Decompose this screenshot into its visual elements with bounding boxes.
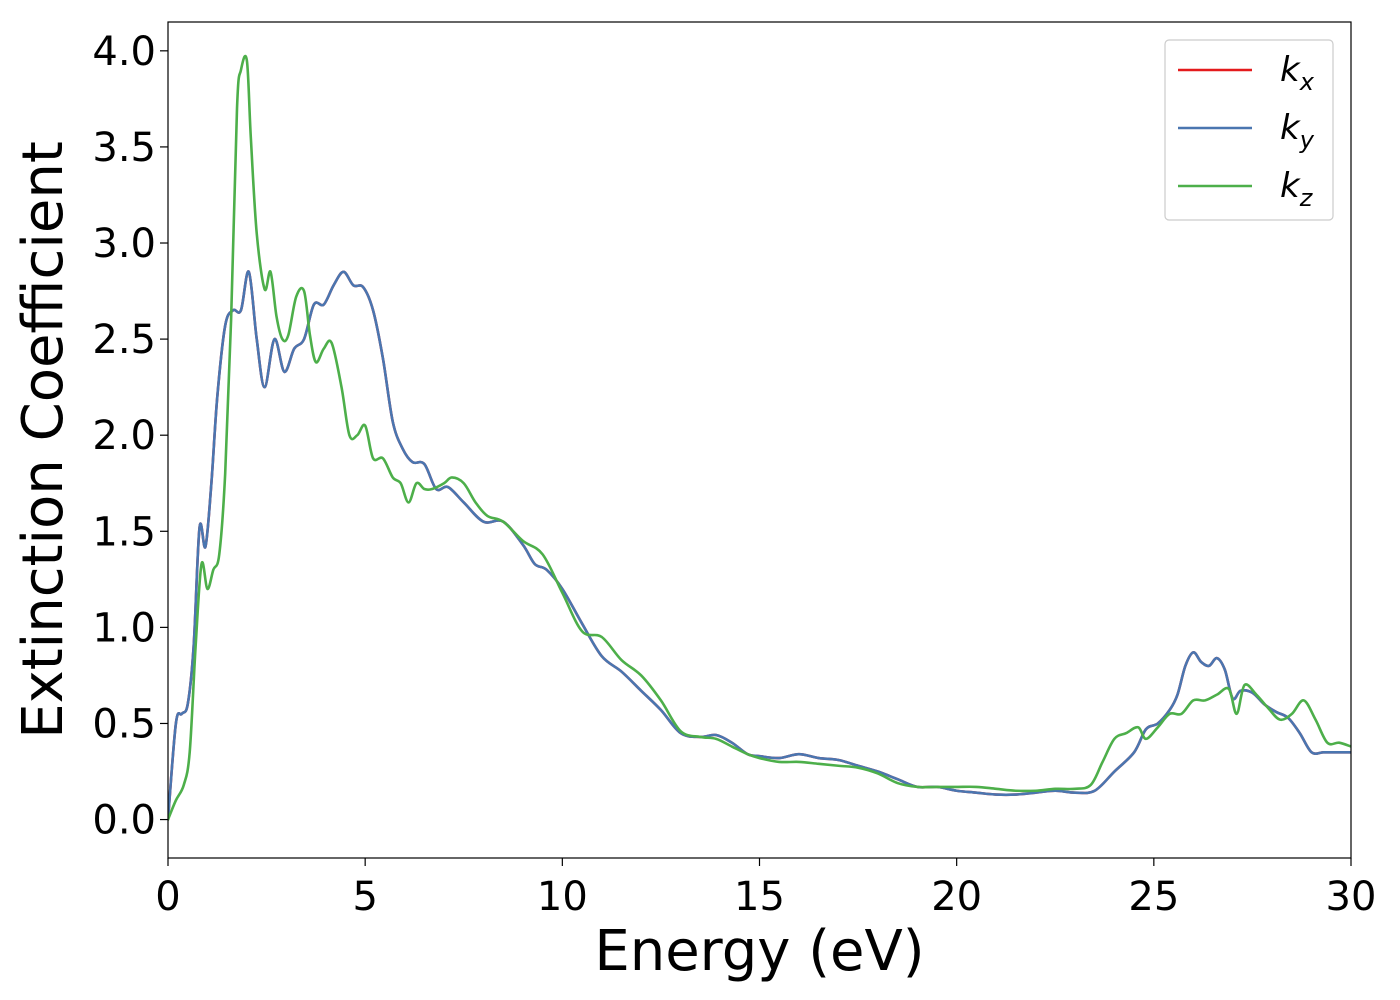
legend-label-kz: kz [1280,166,1314,212]
y-tick-label: 1.0 [92,605,156,651]
x-axis: 0 5 10 15 20 25 30 [155,858,1376,920]
x-axis-title: Energy (eV) [594,919,924,984]
y-tick-label: 0.5 [92,701,156,747]
y-axis-title: Extinction Coefficient [11,141,76,739]
y-tick-label: 2.0 [92,413,156,459]
x-tick-label: 5 [352,874,377,920]
series-line-ky [168,270,1351,821]
y-tick-label: 1.5 [92,509,156,555]
plot-area [167,21,1352,859]
legend-label-kx: kx [1280,50,1315,96]
y-tick-label: 2.5 [92,317,156,363]
x-tick-label: 25 [1128,874,1179,920]
y-tick-label: 0.0 [92,798,156,844]
x-tick-label: 20 [931,874,982,920]
series-line-kz [168,54,1351,821]
legend-label-ky: ky [1280,108,1315,154]
x-tick-label: 10 [537,874,588,920]
y-axis: 0.0 0.5 1.0 1.5 2.0 2.5 3.0 3.5 4.0 [92,29,168,844]
x-tick-label: 15 [734,874,785,920]
x-tick-label: 30 [1326,874,1377,920]
y-tick-label: 3.5 [92,125,156,171]
y-tick-label: 4.0 [92,29,156,75]
x-tick-label: 0 [155,874,180,920]
series-layer [168,54,1351,821]
legend: kx ky kz [1164,39,1334,221]
legend-frame [1164,39,1334,221]
y-tick-label: 3.0 [92,221,156,267]
